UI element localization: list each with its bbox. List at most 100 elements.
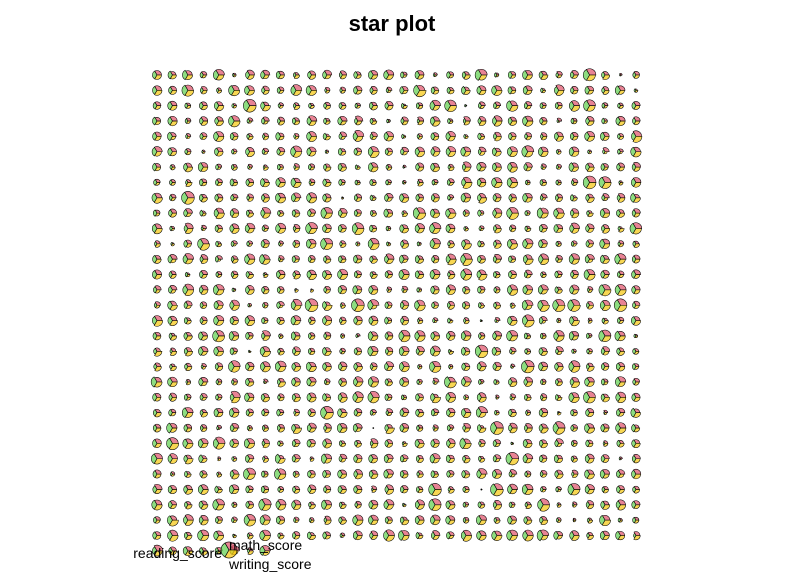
star-glyph bbox=[430, 146, 441, 157]
star-segment bbox=[522, 239, 529, 249]
star-glyph bbox=[167, 131, 177, 142]
star-segment bbox=[602, 90, 610, 95]
star-segment bbox=[262, 397, 270, 403]
star-segment bbox=[572, 504, 577, 508]
star-glyph bbox=[568, 392, 580, 403]
star-glyph bbox=[601, 86, 610, 95]
star-segment bbox=[216, 351, 224, 357]
star-segment bbox=[339, 519, 347, 525]
star-glyph bbox=[476, 424, 487, 433]
star-segment bbox=[508, 458, 519, 466]
star-segment bbox=[586, 366, 595, 372]
star-segment bbox=[278, 74, 285, 80]
star-segment bbox=[215, 163, 220, 171]
star-glyph bbox=[553, 223, 563, 234]
star-segment bbox=[370, 320, 379, 326]
star-segment bbox=[571, 212, 580, 219]
star-segment bbox=[462, 501, 467, 508]
star-segment bbox=[356, 166, 361, 170]
star-segment bbox=[262, 519, 271, 526]
star-glyph bbox=[260, 393, 270, 403]
star-segment bbox=[387, 243, 392, 247]
star-segment bbox=[386, 197, 393, 202]
star-segment bbox=[169, 535, 179, 542]
star-glyph bbox=[307, 531, 316, 540]
star-segment bbox=[386, 473, 393, 479]
star-glyph bbox=[556, 317, 562, 324]
star-segment bbox=[152, 162, 158, 172]
star-glyph bbox=[492, 254, 502, 264]
star-glyph bbox=[339, 347, 346, 355]
star-glyph bbox=[338, 453, 348, 463]
star-segment bbox=[294, 136, 300, 140]
star-glyph bbox=[400, 116, 409, 126]
star-segment bbox=[540, 212, 549, 219]
star-segment bbox=[402, 182, 407, 185]
star-segment bbox=[386, 397, 393, 401]
star-glyph bbox=[167, 485, 177, 494]
star-glyph bbox=[245, 178, 254, 187]
star-glyph bbox=[494, 72, 500, 78]
star-glyph bbox=[557, 411, 562, 416]
star-glyph bbox=[553, 207, 565, 219]
star-glyph bbox=[384, 361, 395, 371]
star-glyph bbox=[478, 455, 486, 463]
star-glyph bbox=[338, 377, 347, 387]
star-glyph bbox=[428, 498, 442, 511]
star-segment bbox=[293, 74, 300, 79]
star-glyph bbox=[538, 316, 548, 325]
star-glyph bbox=[294, 288, 299, 293]
star-segment bbox=[340, 458, 346, 463]
star-glyph bbox=[183, 162, 193, 173]
star-glyph bbox=[245, 408, 254, 417]
star-glyph bbox=[615, 116, 626, 126]
star-glyph bbox=[507, 316, 518, 326]
star-segment bbox=[587, 228, 594, 233]
star-segment bbox=[370, 458, 378, 464]
star-glyph bbox=[199, 546, 209, 556]
star-segment bbox=[401, 535, 410, 541]
star-glyph bbox=[521, 299, 534, 311]
star-glyph bbox=[617, 102, 624, 109]
star-glyph bbox=[353, 71, 362, 79]
star-glyph bbox=[260, 177, 270, 188]
star-glyph bbox=[169, 363, 177, 371]
star-segment bbox=[463, 166, 471, 172]
star-segment bbox=[261, 470, 266, 478]
star-segment bbox=[541, 105, 547, 109]
star-segment bbox=[461, 470, 467, 479]
star-glyph bbox=[522, 115, 534, 127]
star-segment bbox=[340, 90, 346, 94]
star-glyph bbox=[522, 529, 534, 542]
star-glyph bbox=[461, 177, 473, 189]
star-segment bbox=[278, 105, 284, 109]
star-segment bbox=[433, 412, 439, 416]
star-glyph bbox=[197, 238, 210, 251]
star-glyph bbox=[214, 147, 224, 157]
star-glyph bbox=[199, 71, 208, 79]
star-glyph bbox=[631, 439, 641, 448]
star-glyph bbox=[292, 239, 301, 248]
star-segment bbox=[308, 228, 317, 234]
star-glyph bbox=[154, 240, 161, 248]
star-segment bbox=[198, 377, 204, 387]
star-glyph bbox=[477, 285, 486, 294]
star-glyph bbox=[524, 332, 532, 340]
star-segment bbox=[169, 381, 178, 387]
star-segment bbox=[526, 212, 531, 216]
star-segment bbox=[632, 151, 642, 158]
star-glyph bbox=[183, 514, 194, 526]
star-glyph bbox=[399, 224, 409, 234]
star-segment bbox=[246, 473, 256, 480]
star-glyph bbox=[445, 500, 456, 510]
star-glyph bbox=[385, 164, 393, 171]
star-segment bbox=[634, 90, 639, 93]
star-segment bbox=[431, 397, 441, 404]
star-segment bbox=[633, 412, 641, 418]
star-glyph bbox=[476, 468, 488, 479]
star-segment bbox=[417, 274, 425, 279]
star-segment bbox=[448, 320, 454, 324]
star-segment bbox=[339, 212, 348, 218]
star-glyph bbox=[585, 223, 595, 233]
star-glyph bbox=[525, 409, 531, 416]
